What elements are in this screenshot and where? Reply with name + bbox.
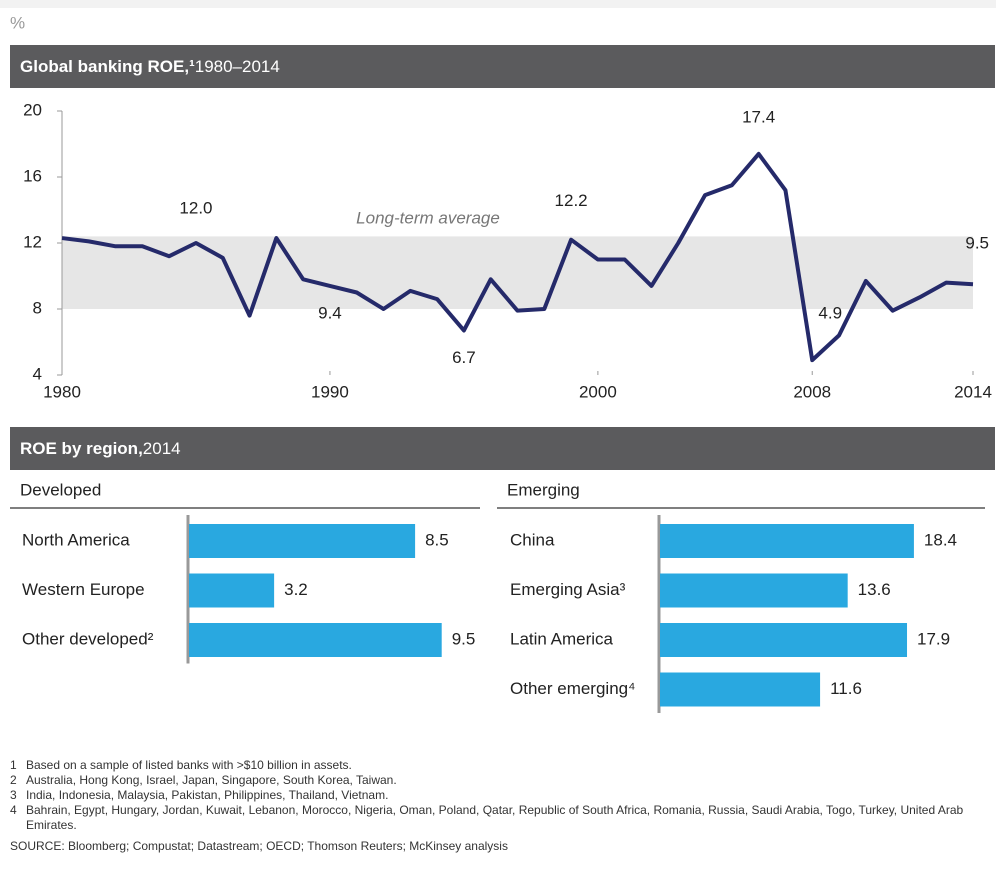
value-label: 9.5 bbox=[452, 629, 476, 648]
y-tick-label: 20 bbox=[23, 100, 42, 119]
notes: 1 Based on a sample of listed banks with … bbox=[10, 758, 990, 854]
header-bar bbox=[10, 427, 995, 470]
category-label: Latin America bbox=[510, 629, 614, 648]
bar bbox=[189, 573, 275, 608]
bar bbox=[660, 573, 848, 608]
value-label: 18.4 bbox=[924, 530, 957, 549]
bar bbox=[189, 524, 416, 558]
value-label: 8.5 bbox=[425, 530, 449, 549]
source: SOURCE: Bloomberg; Compustat; Datastream… bbox=[10, 839, 508, 853]
footnote: 2 Australia, Hong Kong, Israel, Japan, Si… bbox=[10, 773, 990, 788]
title: ROE by region, bbox=[20, 439, 143, 458]
bar bbox=[660, 623, 908, 657]
x-tick-label: 2008 bbox=[793, 382, 831, 401]
x-tick-label: 1980 bbox=[43, 382, 81, 401]
title: Global banking ROE,¹ bbox=[20, 57, 195, 76]
data-label: 12.2 bbox=[555, 191, 588, 210]
subtitle: 2014 bbox=[143, 439, 181, 458]
line bbox=[61, 151, 974, 363]
panel-title: Emerging bbox=[507, 480, 580, 499]
y-tick-label: 8 bbox=[33, 298, 42, 317]
value-label: 13.6 bbox=[858, 580, 891, 599]
category-label: North America bbox=[22, 530, 130, 549]
data-label: 4.9 bbox=[818, 304, 842, 323]
unit: % bbox=[10, 13, 25, 32]
value-label: 11.6 bbox=[830, 679, 862, 698]
data-label: 9.4 bbox=[318, 303, 342, 322]
footnote-text: India, Indonesia, Malaysia, Pakistan, Ph… bbox=[26, 788, 389, 802]
average-band bbox=[62, 236, 973, 309]
x-tick-label: 1990 bbox=[311, 382, 349, 401]
bar bbox=[660, 672, 821, 707]
subtitle: 1980–2014 bbox=[195, 57, 280, 76]
value-label: 3.2 bbox=[284, 580, 308, 599]
region-title: ROE by region,2014 bbox=[20, 439, 181, 458]
data-label: 9.5 bbox=[965, 234, 989, 253]
footnotes: 1 Based on a sample of listed banks with … bbox=[10, 758, 990, 833]
bar bbox=[189, 623, 442, 657]
band-label: Long-term average bbox=[356, 208, 500, 227]
line-title: Global banking ROE,¹1980–2014 bbox=[20, 57, 280, 76]
panel-title: Developed bbox=[20, 480, 101, 499]
footnote: 3 India, Indonesia, Malaysia, Pakistan, P… bbox=[10, 788, 990, 803]
footnote: 1 Based on a sample of listed banks with … bbox=[10, 758, 990, 773]
footnote-text: Australia, Hong Kong, Israel, Japan, Sin… bbox=[26, 773, 397, 787]
charts: % Global banking ROE,¹1980–2014 ROE by r… bbox=[0, 0, 996, 713]
category-label: China bbox=[510, 530, 555, 549]
category-label: Western Europe bbox=[22, 580, 145, 599]
data-label: 6.7 bbox=[452, 348, 476, 367]
x-tick-label: 2000 bbox=[579, 382, 617, 401]
footnote-number: 2 bbox=[10, 773, 17, 787]
data-label: 12.0 bbox=[179, 198, 212, 217]
x-tick-label: 2014 bbox=[954, 382, 992, 401]
footnote-text: Based on a sample of listed banks with >… bbox=[26, 758, 352, 772]
top-strip bbox=[0, 0, 996, 8]
y-tick-label: 16 bbox=[23, 166, 42, 185]
footnote: 4 Bahrain, Egypt, Hungary, Jordan, Kuwait… bbox=[10, 803, 990, 833]
footnote-number: 1 bbox=[10, 758, 17, 772]
y-tick-label: 4 bbox=[33, 364, 42, 383]
category-label: Emerging Asia³ bbox=[510, 580, 626, 599]
value-label: 17.9 bbox=[917, 629, 950, 648]
y-tick-label: 12 bbox=[23, 232, 42, 251]
footnote-number: 4 bbox=[10, 803, 17, 817]
data-label: 17.4 bbox=[742, 107, 775, 126]
footnote-number: 3 bbox=[10, 788, 17, 802]
footnote-text: Bahrain, Egypt, Hungary, Jordan, Kuwait,… bbox=[26, 803, 964, 832]
category-label: Other emerging⁴ bbox=[510, 679, 635, 698]
category-label: Other developed² bbox=[22, 629, 154, 648]
header-bar bbox=[10, 45, 995, 88]
bar bbox=[660, 524, 914, 558]
